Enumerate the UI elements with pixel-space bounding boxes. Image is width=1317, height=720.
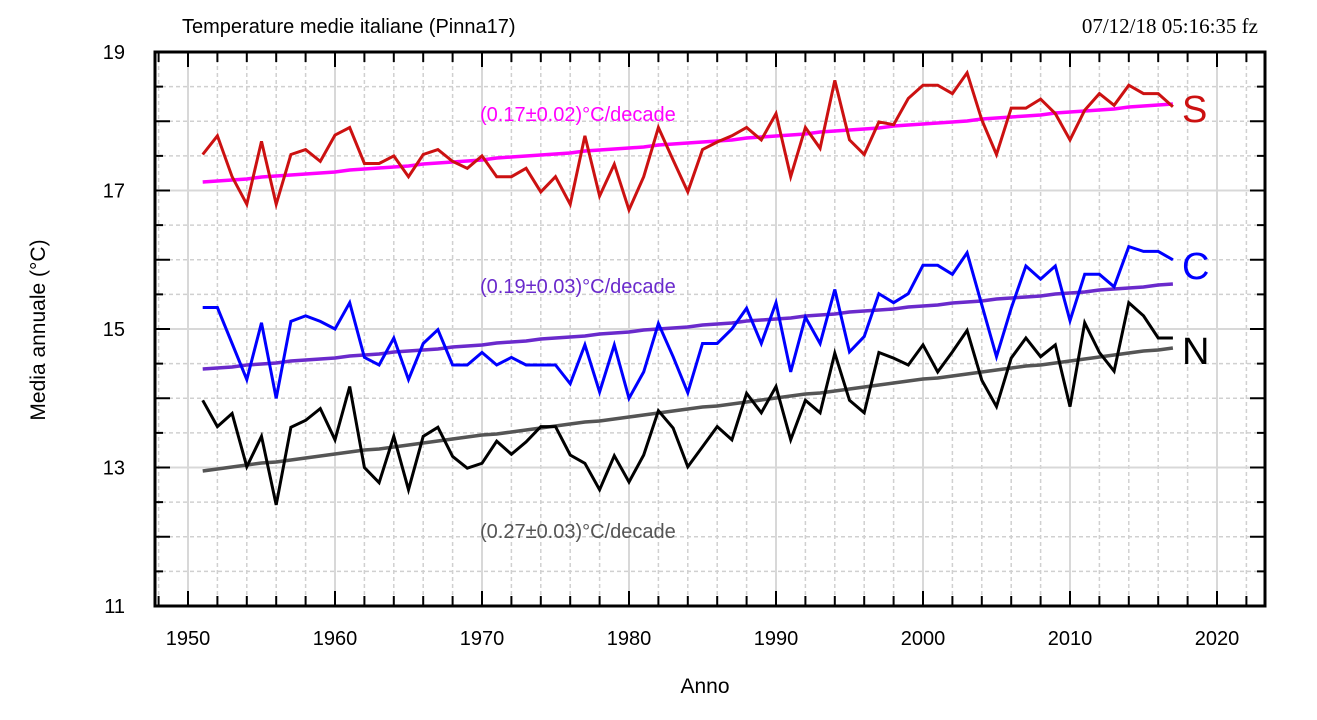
- x-axis-label: Anno: [680, 675, 729, 698]
- trend-label-c: (0.19±0.03)°C/decade: [480, 276, 676, 298]
- plot-frame: [153, 50, 1267, 608]
- timestamp: 07/12/18 05:16:35 fz: [1082, 14, 1258, 38]
- y-tick-label: 11: [104, 596, 125, 618]
- series-label-s: S: [1182, 89, 1207, 131]
- trend-line-n: [202, 346, 1174, 473]
- y-tick-label: 17: [103, 181, 125, 203]
- y-tick-labels: 11 13 15 17 19: [103, 42, 125, 618]
- trend-label-s: (0.17±0.02)°C/decade: [480, 104, 676, 126]
- axes: [153, 50, 1267, 608]
- x-tick-label: 1950: [166, 628, 211, 650]
- trend-line-s: [202, 102, 1174, 184]
- x-tick-label: 2000: [901, 628, 946, 650]
- series-label-c: C: [1182, 246, 1209, 288]
- x-tick-label: 2020: [1195, 628, 1240, 650]
- trend-label-n: (0.27±0.03)°C/decade: [480, 521, 676, 543]
- x-tick-label: 1980: [607, 628, 652, 650]
- y-tick-label: 13: [103, 458, 125, 480]
- chart-title: Temperature medie italiane (Pinna17): [182, 16, 516, 38]
- y-tick-label: 19: [103, 42, 125, 64]
- x-tick-label: 2010: [1048, 628, 1093, 650]
- x-tick-label: 1970: [460, 628, 505, 650]
- series-lines: [201, 69, 1174, 506]
- x-tick-label: 1990: [754, 628, 799, 650]
- y-tick-label: 15: [103, 319, 125, 341]
- x-tick-labels: 1950 1960 1970 1980 1990 2000 2010 2020: [166, 628, 1240, 650]
- x-tick-label: 1960: [313, 628, 358, 650]
- y-axis-label: Media annuale (°C): [27, 239, 50, 420]
- grid: [155, 52, 1265, 606]
- series-label-n: N: [1182, 331, 1209, 373]
